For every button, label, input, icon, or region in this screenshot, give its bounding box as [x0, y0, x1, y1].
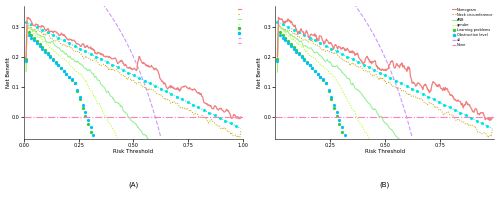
- Legend: , , , , , , , : , , , , , , ,: [238, 7, 242, 45]
- Y-axis label: Net Benefit: Net Benefit: [257, 57, 262, 88]
- X-axis label: Risk Threshold: Risk Threshold: [365, 149, 405, 154]
- Text: (B): (B): [380, 181, 390, 188]
- X-axis label: Risk Threshold: Risk Threshold: [114, 149, 154, 154]
- Y-axis label: Net Benefit: Net Benefit: [6, 57, 10, 88]
- Text: (A): (A): [128, 181, 138, 188]
- Legend: Nomogram, Neck circumference, ANB, gender, Learning problems, Obstruction level,: Nomogram, Neck circumference, ANB, gende…: [452, 7, 492, 47]
